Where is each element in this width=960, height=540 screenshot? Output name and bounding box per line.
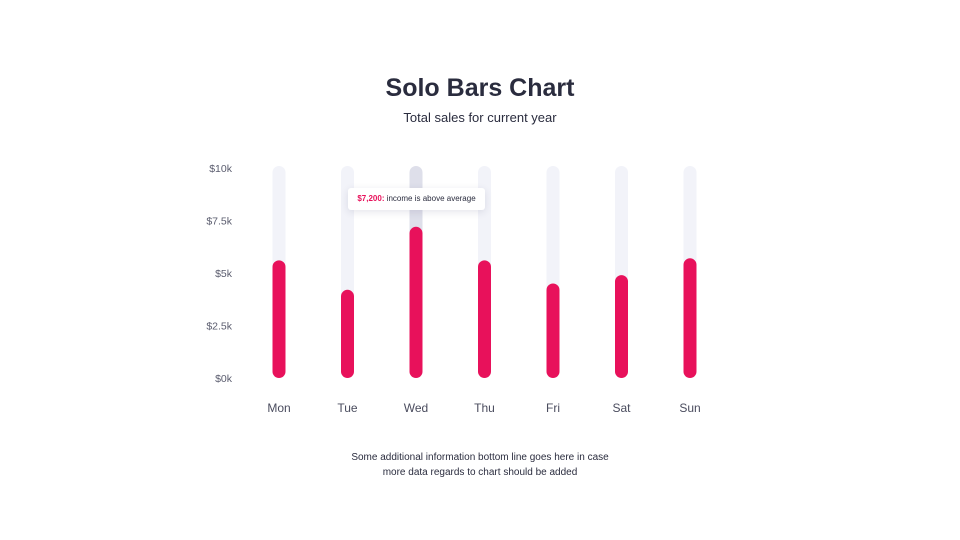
- x-tick-label: Fri: [546, 401, 560, 415]
- x-tick-label: Sat: [612, 401, 631, 415]
- x-tick-label: Tue: [337, 401, 358, 415]
- chart-subtitle: Total sales for current year: [403, 110, 557, 125]
- footnote-line-1: Some additional information bottom line …: [351, 452, 609, 463]
- y-tick-label: $7.5k: [206, 216, 232, 228]
- tooltip-text: income is above average: [384, 194, 476, 203]
- bar: [272, 260, 286, 378]
- tooltip-value: $7,200:: [357, 194, 385, 203]
- bar: [409, 226, 423, 378]
- x-tick-label: Thu: [474, 401, 495, 415]
- y-tick-label: $2.5k: [206, 321, 232, 333]
- footnote-line-2: more data regards to chart should be add…: [382, 467, 578, 478]
- bar: [683, 258, 697, 378]
- bar: [341, 289, 354, 378]
- x-tick-label: Sun: [679, 401, 700, 415]
- chart-title: Solo Bars Chart: [385, 74, 575, 102]
- x-tick-label: Wed: [404, 401, 428, 415]
- y-tick-label: $5k: [215, 268, 233, 280]
- x-tick-label: Mon: [267, 401, 290, 415]
- y-tick-label: $0k: [215, 373, 233, 385]
- y-tick-label: $10k: [209, 163, 233, 175]
- bar: [478, 260, 491, 378]
- footnote: Some additional information bottom line …: [0, 450, 960, 480]
- bar: [615, 275, 628, 378]
- bar: [546, 283, 560, 378]
- tooltip: $7,200: income is above average: [348, 188, 485, 210]
